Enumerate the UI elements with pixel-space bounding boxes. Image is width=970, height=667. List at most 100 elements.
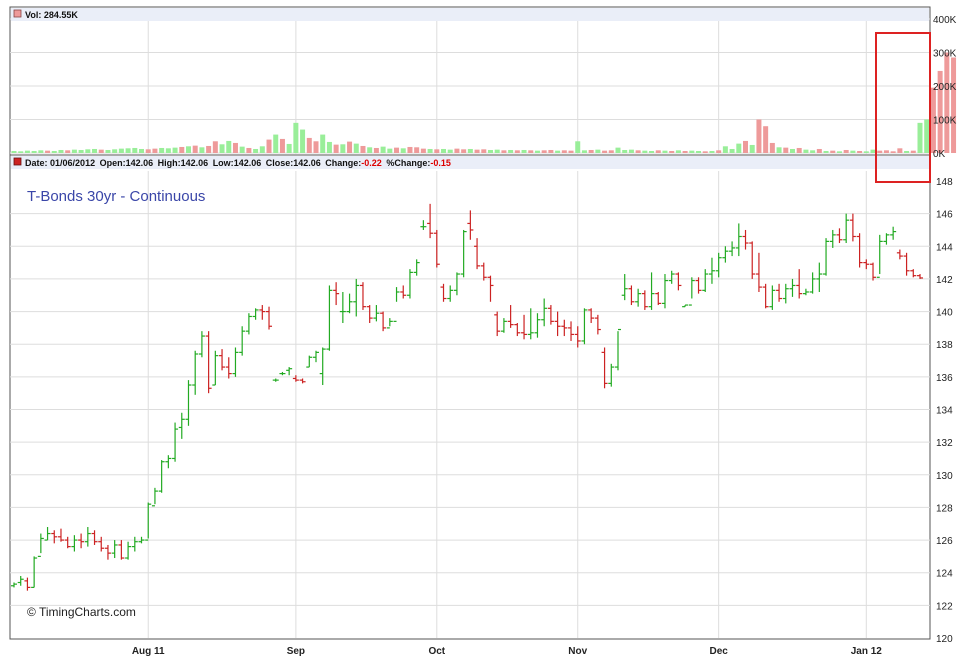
- volume-bar: [481, 149, 487, 153]
- volume-bar: [555, 150, 561, 153]
- ohlc-bar: [547, 305, 554, 325]
- ohlc-bar: [474, 238, 481, 270]
- ohlc-bar: [64, 536, 71, 549]
- volume-tick-label: 300K: [933, 49, 957, 60]
- info-bar-bg: [11, 156, 929, 169]
- price-tick-label: 132: [936, 438, 953, 449]
- volume-bar: [199, 147, 205, 153]
- ohlc-bar: [735, 223, 742, 257]
- price-tick-label: 140: [936, 308, 953, 319]
- ohlc-bar: [541, 298, 548, 327]
- ohlc-bar: [51, 530, 58, 544]
- volume-bar: [340, 144, 346, 153]
- ohlc-bar: [621, 274, 628, 301]
- ohlc-bar: [313, 350, 319, 363]
- ohlc-bar: [890, 226, 897, 240]
- volume-bar: [796, 147, 802, 153]
- ohlc-bar: [366, 305, 373, 323]
- volume-bar: [924, 119, 930, 153]
- ohlc-bar: [245, 313, 252, 335]
- ohlc-bar: [400, 285, 407, 299]
- x-tick-label: Sep: [287, 646, 305, 657]
- ohlc-bar: [178, 412, 185, 439]
- price-tick-label: 126: [936, 536, 953, 547]
- ohlc-bar: [299, 378, 306, 384]
- ohlc-bar: [158, 460, 165, 493]
- ohlc-bar: [527, 308, 534, 340]
- volume-bar: [870, 149, 876, 153]
- volume-bar: [320, 134, 326, 153]
- price-tick-label: 142: [936, 275, 953, 286]
- volume-bar: [561, 150, 567, 153]
- volume-bar: [803, 149, 809, 153]
- ohlc-bar: [655, 291, 662, 306]
- volume-bar: [306, 137, 312, 153]
- volume-bar: [756, 119, 762, 153]
- volume-bar: [662, 150, 668, 153]
- price-tick-label: 120: [936, 634, 953, 645]
- ohlc-bar: [823, 238, 830, 276]
- volume-bar: [501, 150, 507, 153]
- volume-bar: [118, 148, 124, 153]
- volume-bar: [105, 149, 111, 153]
- volume-bar: [226, 140, 232, 153]
- volume-bar: [709, 150, 715, 153]
- ohlc-bar: [98, 536, 105, 552]
- volume-bar: [850, 150, 856, 153]
- ohlc-bar: [427, 203, 434, 239]
- ohlc-bar: [876, 234, 883, 278]
- volume-bar: [286, 143, 292, 153]
- price-tick-label: 128: [936, 503, 953, 514]
- volume-bar: [18, 151, 24, 153]
- volume-bar: [139, 148, 145, 153]
- price-bars: [11, 203, 923, 591]
- volume-bar: [353, 143, 359, 153]
- ohlc-bar: [393, 287, 400, 322]
- ohlc-bar: [863, 259, 870, 270]
- ohlc-bar: [521, 314, 528, 340]
- ohlc-bar: [487, 275, 494, 302]
- ohlc-bar: [702, 269, 709, 292]
- volume-bar: [145, 149, 151, 153]
- ohlc-bar: [292, 375, 299, 382]
- price-tick-label: 124: [936, 569, 953, 580]
- volume-bar: [179, 146, 185, 153]
- volume-bar: [816, 148, 822, 153]
- ohlc-bar: [145, 502, 152, 541]
- volume-bar: [514, 150, 520, 153]
- volume-bar: [172, 147, 178, 153]
- ohlc-bar: [111, 540, 118, 559]
- volume-bar: [24, 150, 30, 153]
- ohlc-bar: [104, 544, 111, 560]
- ohlc-bar: [796, 269, 803, 299]
- ohlc-bar: [406, 269, 413, 299]
- ohlc-bar: [628, 285, 635, 306]
- ohlc-bar: [561, 319, 568, 337]
- volume-bar: [414, 147, 420, 153]
- volume-bar: [387, 148, 393, 153]
- volume-bar: [360, 145, 366, 153]
- ohlc-bar: [353, 278, 360, 317]
- ohlc-bar: [742, 229, 749, 250]
- volume-bar: [857, 150, 863, 153]
- ohlc-bar: [420, 220, 427, 230]
- ohlc-bar: [266, 306, 273, 330]
- volume-bar: [689, 150, 695, 153]
- ohlc-bar: [514, 322, 521, 337]
- volume-bar: [541, 150, 547, 153]
- ohlc-bar: [198, 331, 205, 358]
- price-tick-label: 144: [936, 242, 953, 253]
- volume-bar: [300, 129, 306, 153]
- ohlc-bar: [386, 318, 393, 329]
- ohlc-bar: [749, 241, 756, 279]
- volume-bar: [239, 146, 245, 153]
- volume-bar: [602, 150, 608, 153]
- ohlc-bar: [339, 291, 346, 323]
- ohlc-bar: [118, 540, 125, 560]
- ohlc-bar: [588, 308, 595, 323]
- x-tick-label: Oct: [428, 646, 445, 657]
- ohlc-bar: [675, 272, 682, 291]
- ohlc-bar: [460, 229, 467, 278]
- ohlc-bar: [205, 331, 212, 394]
- volume-bar: [763, 126, 769, 153]
